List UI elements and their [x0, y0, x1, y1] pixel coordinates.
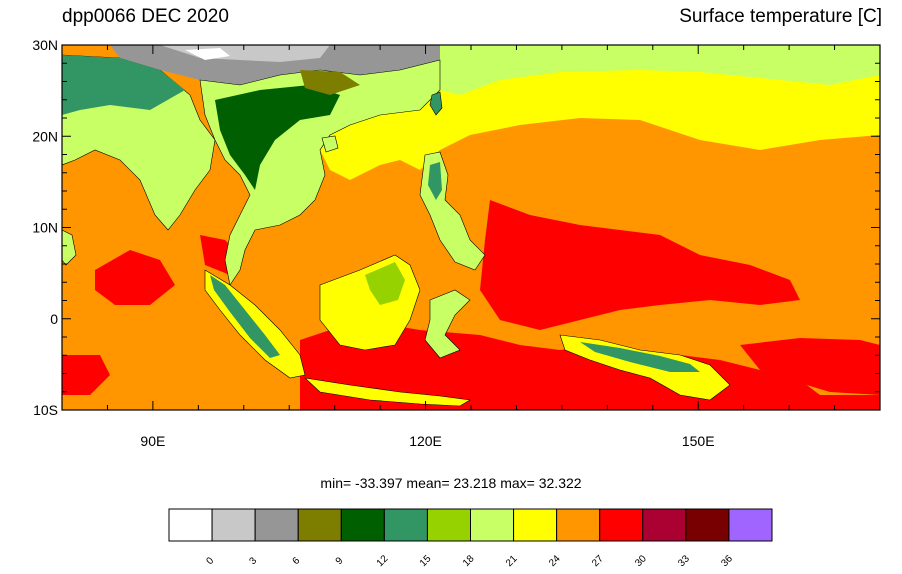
india-highlands [62, 55, 185, 115]
tibet-peaks [185, 48, 230, 60]
indochina-olive [300, 70, 360, 95]
colorbar-box [728, 508, 773, 542]
landmass-hainan [321, 135, 339, 153]
philippines-highlands [428, 162, 442, 200]
stats-summary: min= -33.397 mean= 23.218 max= 32.322 [320, 475, 582, 491]
colorbar-box [642, 508, 687, 542]
landmass-sulawesi [424, 289, 471, 359]
landmass-java [304, 377, 471, 407]
colorbar-box [340, 508, 385, 542]
lat-tick-label: 0 [50, 311, 58, 327]
colorbar-boxes [168, 508, 773, 542]
new-guinea-highlands [580, 342, 700, 372]
map-ticks [61, 44, 881, 411]
lon-tick-label: 120E [409, 433, 442, 449]
colorbar-label: 15 [418, 553, 434, 569]
colorbar-label: 33 [676, 553, 692, 569]
colorbar-label: 0 [204, 555, 216, 567]
lon-tick-label: 150E [682, 433, 715, 449]
ocean-cold-band [440, 45, 880, 95]
colorbar-label: 6 [291, 555, 303, 567]
colorbar-label: 36 [719, 553, 735, 569]
colorbar-label: 21 [504, 553, 520, 569]
colorbar-box [685, 508, 730, 542]
surface-temperature-map: 30N 20N 10N 0 10S 90E 120E 150E [32, 37, 881, 449]
lat-tick-label: 10N [32, 220, 58, 236]
colorbar-box [297, 508, 342, 542]
warm-pool-southeast [740, 338, 880, 395]
warm-pool-west [95, 250, 175, 305]
lat-tick-label: 20N [32, 128, 58, 144]
colorbar-label: 27 [590, 553, 606, 569]
colorbar-box [383, 508, 428, 542]
colorbar-label: 30 [633, 553, 649, 569]
lat-tick-label: 10S [33, 402, 58, 418]
colorbar-box [211, 508, 256, 542]
colorbar: 0 3 6 9 12 15 18 21 24 27 30 33 36 [168, 508, 773, 569]
colorbar-label: 12 [375, 553, 391, 569]
colorbar-label: 24 [547, 553, 563, 569]
indochina-forest [215, 85, 340, 190]
warm-pool-east [480, 200, 800, 330]
map-title-right: Surface temperature [C] [679, 6, 882, 27]
colorbar-box [168, 508, 213, 542]
colorbar-box [426, 508, 471, 542]
colorbar-box [470, 508, 515, 542]
colorbar-label: 18 [461, 553, 477, 569]
borneo-highlands [365, 262, 405, 305]
colorbar-label: 3 [248, 555, 260, 567]
sumatra-highlands [210, 275, 280, 358]
colorbar-labels: 0 3 6 9 12 15 18 21 24 27 30 33 36 [204, 553, 735, 569]
lat-tick-label: 30N [32, 37, 58, 53]
landmass-sri-lanka [62, 229, 77, 266]
landmass-taiwan [429, 91, 443, 116]
map-title-left: dpp0066 DEC 2020 [62, 6, 229, 27]
colorbar-box [513, 508, 558, 542]
warm-pool-southwest [62, 355, 110, 395]
colorbar-box [556, 508, 601, 542]
map-tick-labels: 30N 20N 10N 0 10S 90E 120E 150E [32, 37, 714, 449]
colorbar-box [254, 508, 299, 542]
colorbar-box [599, 508, 644, 542]
lon-tick-label: 90E [140, 433, 165, 449]
colorbar-label: 9 [334, 555, 346, 567]
